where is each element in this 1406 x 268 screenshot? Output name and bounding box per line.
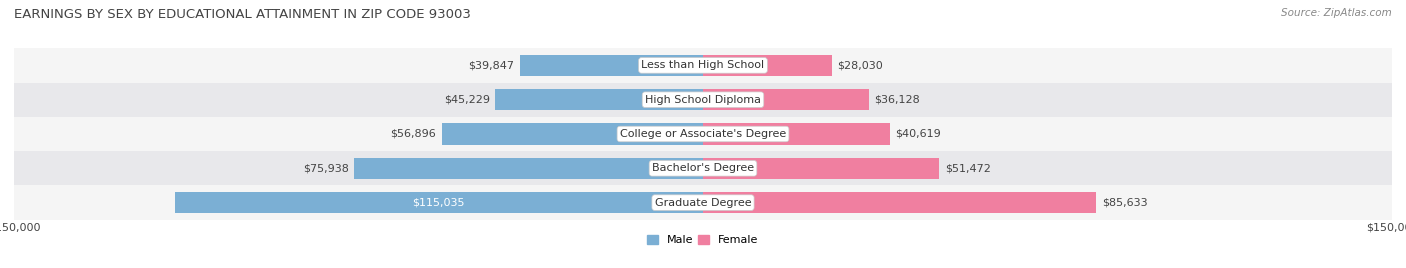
Bar: [495, 89, 703, 110]
Text: Graduate Degree: Graduate Degree: [655, 198, 751, 208]
Bar: [703, 55, 832, 76]
Text: $36,128: $36,128: [875, 95, 920, 105]
Text: $45,229: $45,229: [444, 95, 489, 105]
Text: High School Diploma: High School Diploma: [645, 95, 761, 105]
Bar: [703, 123, 890, 145]
Text: College or Associate's Degree: College or Associate's Degree: [620, 129, 786, 139]
Bar: [703, 192, 1097, 213]
Bar: [14, 48, 1392, 83]
Bar: [14, 117, 1392, 151]
Bar: [14, 185, 1392, 220]
Bar: [174, 192, 703, 213]
Text: Less than High School: Less than High School: [641, 60, 765, 70]
Text: EARNINGS BY SEX BY EDUCATIONAL ATTAINMENT IN ZIP CODE 93003: EARNINGS BY SEX BY EDUCATIONAL ATTAINMEN…: [14, 8, 471, 21]
Legend: Male, Female: Male, Female: [647, 234, 759, 245]
Bar: [520, 55, 703, 76]
Bar: [14, 151, 1392, 185]
Bar: [14, 83, 1392, 117]
Text: Bachelor's Degree: Bachelor's Degree: [652, 163, 754, 173]
Text: Source: ZipAtlas.com: Source: ZipAtlas.com: [1281, 8, 1392, 18]
Bar: [354, 158, 703, 179]
Text: $51,472: $51,472: [945, 163, 991, 173]
Text: $28,030: $28,030: [837, 60, 883, 70]
Text: $75,938: $75,938: [302, 163, 349, 173]
Bar: [441, 123, 703, 145]
Text: $85,633: $85,633: [1102, 198, 1147, 208]
Text: $40,619: $40,619: [896, 129, 941, 139]
Text: $56,896: $56,896: [391, 129, 436, 139]
Text: $115,035: $115,035: [412, 198, 465, 208]
Text: $39,847: $39,847: [468, 60, 515, 70]
Bar: [703, 158, 939, 179]
Bar: [703, 89, 869, 110]
